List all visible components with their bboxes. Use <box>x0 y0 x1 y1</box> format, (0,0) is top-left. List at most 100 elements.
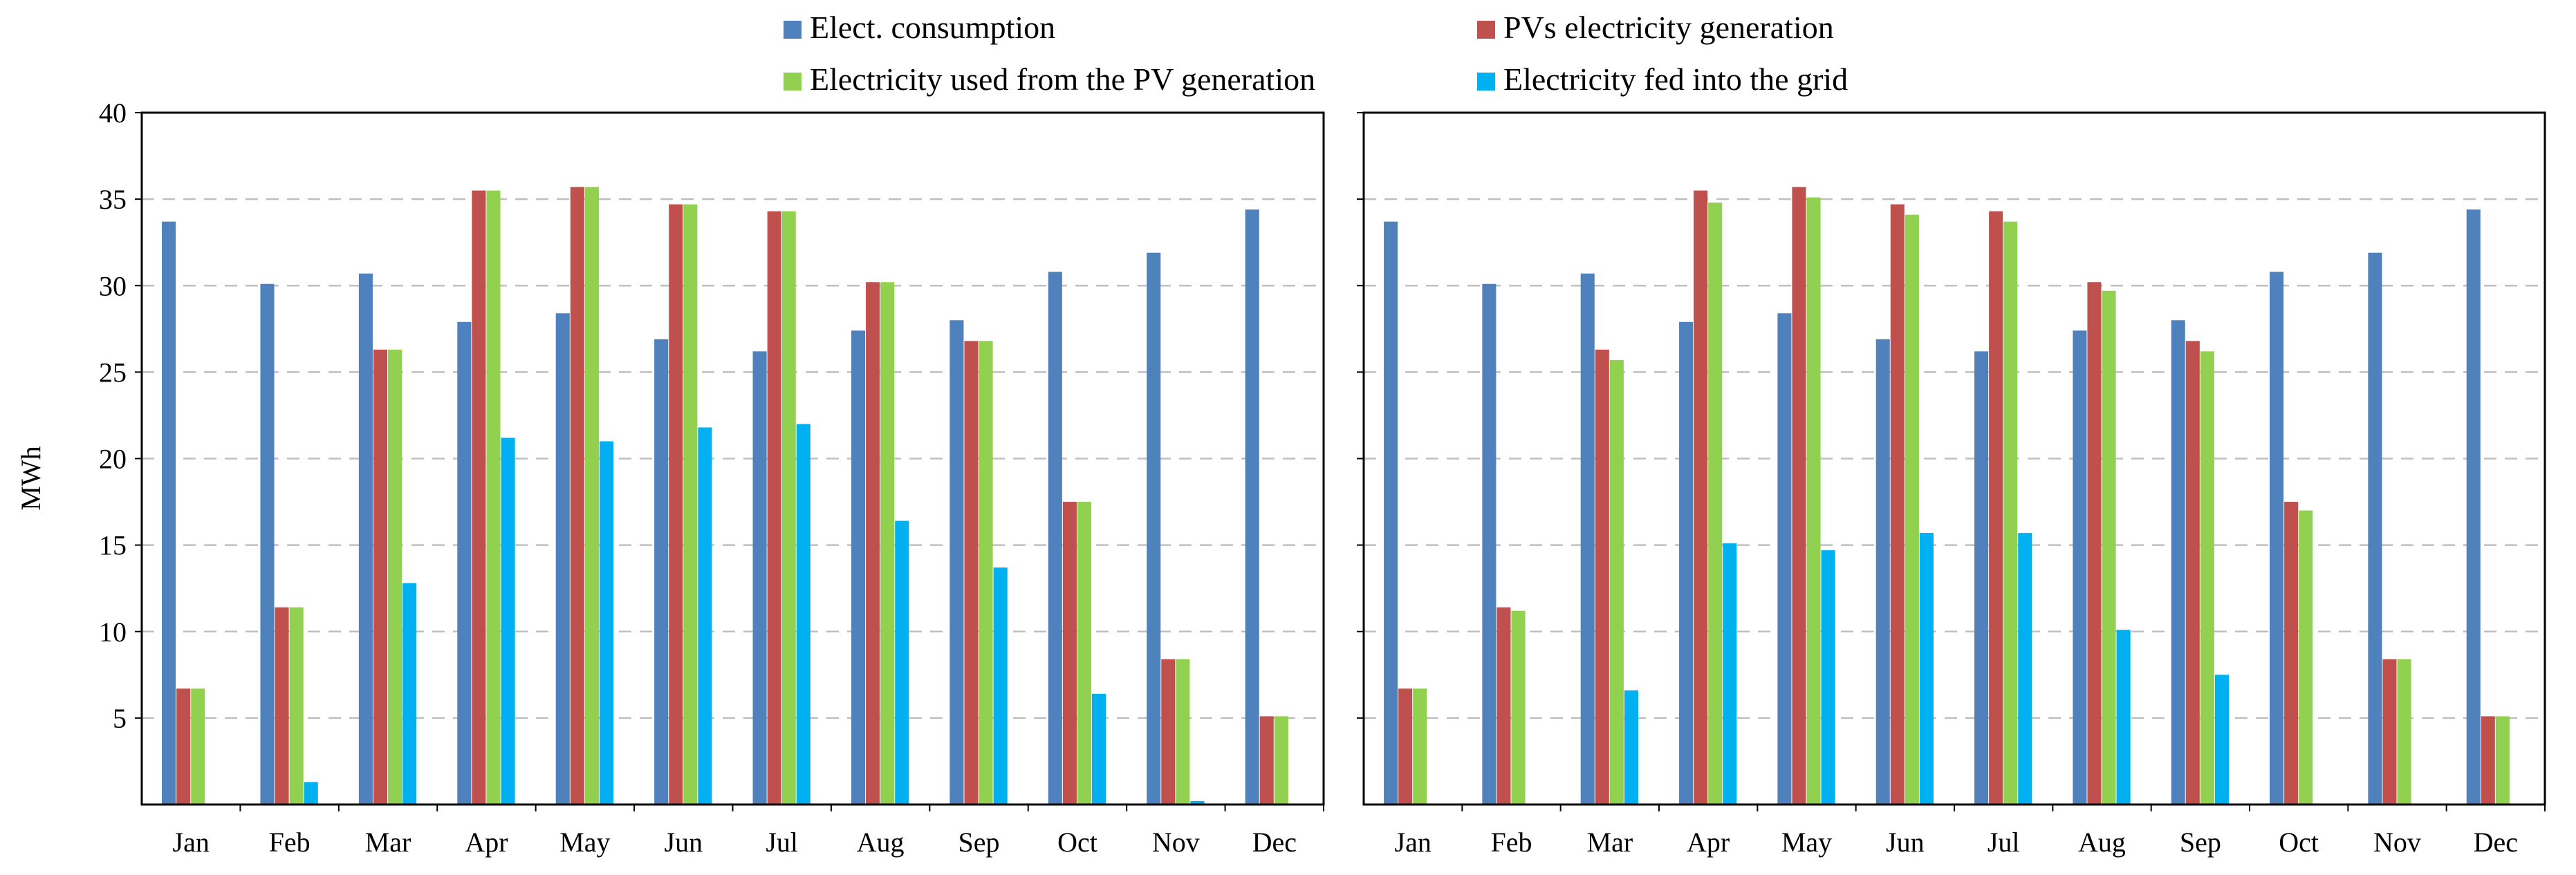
bar-pvs-electricity-generation <box>2087 282 2102 805</box>
bar-electricity-fed-into-the-grid <box>1624 690 1638 805</box>
bar-electricity-fed-into-the-grid <box>796 424 810 805</box>
x-tick-label: Sep <box>958 827 1000 858</box>
bar-electricity-fed-into-the-grid <box>2214 675 2229 805</box>
bar-elect-consumption <box>1384 221 1398 805</box>
bar-elect-consumption <box>2171 320 2185 805</box>
bar-electricity-used-from-the-pv-generation <box>2299 510 2313 805</box>
bar-electricity-used-from-the-pv-generation <box>1708 203 1723 805</box>
bar-pvs-electricity-generation <box>1398 688 1413 805</box>
bar-electricity-fed-into-the-grid <box>698 427 712 805</box>
plot-frame <box>1362 111 2546 806</box>
legend-swatch <box>1477 73 1495 91</box>
chart-panel-right: Jan Feb Mar Apr May Jun Jul Aug Sep Oct Nov Dec <box>1357 111 2546 858</box>
bar-pvs-electricity-generation <box>669 204 683 805</box>
legend-label: PVs electricity generation <box>1503 10 1834 45</box>
bar-electricity-fed-into-the-grid <box>599 441 614 805</box>
bar-pvs-electricity-generation <box>373 349 388 805</box>
legend: Elect. consumption PVs electricity genera… <box>784 10 1848 97</box>
x-tick-label: Sep <box>2180 827 2221 858</box>
y-tick-label: 25 <box>99 357 127 388</box>
bar-elect-consumption <box>2368 252 2382 805</box>
bar-electricity-fed-into-the-grid <box>304 782 318 805</box>
bar-elect-consumption <box>654 339 669 805</box>
bar-electricity-fed-into-the-grid <box>2018 533 2032 805</box>
x-tick-label: May <box>559 827 610 858</box>
bar-electricity-fed-into-the-grid <box>501 438 515 805</box>
bar-pvs-electricity-generation <box>964 341 979 805</box>
bar-pvs-electricity-generation <box>1890 204 1905 805</box>
x-tick-label: May <box>1781 827 1832 858</box>
bar-pvs-electricity-generation <box>1062 502 1077 805</box>
y-tick-label: 30 <box>99 270 127 301</box>
y-tick-label: 40 <box>99 97 127 129</box>
x-tick-label: Aug <box>2078 827 2126 858</box>
bar-electricity-used-from-the-pv-generation <box>2495 716 2510 805</box>
bar-pvs-electricity-generation <box>2284 502 2299 805</box>
bar-pvs-electricity-generation <box>2382 659 2397 805</box>
x-tick-label: Oct <box>1057 827 1097 858</box>
bar-electricity-used-from-the-pv-generation <box>2200 351 2214 805</box>
legend-label: Elect. consumption <box>810 10 1055 45</box>
bar-elect-consumption <box>1245 209 1259 805</box>
bar-elect-consumption <box>851 330 866 805</box>
x-tick-label: Oct <box>2279 827 2319 858</box>
x-tick-label: Mar <box>1587 827 1633 858</box>
x-tick-label: Nov <box>1152 827 1200 858</box>
bar-electricity-fed-into-the-grid <box>1821 550 1835 805</box>
y-axis-title-group: MWh <box>15 446 46 510</box>
bar-electricity-used-from-the-pv-generation <box>1274 716 1288 805</box>
bar-elect-consumption <box>1875 339 1890 805</box>
y-tick-label: 10 <box>99 617 127 648</box>
x-tick-label: Dec <box>1252 827 1297 858</box>
bar-electricity-fed-into-the-grid <box>1190 800 1205 805</box>
bar-pvs-electricity-generation <box>2481 716 2495 805</box>
bar-electricity-used-from-the-pv-generation <box>781 211 796 805</box>
bar-elect-consumption <box>2073 330 2087 805</box>
bar-electricity-used-from-the-pv-generation <box>191 688 205 805</box>
bar-elect-consumption <box>1580 273 1595 805</box>
bar-electricity-used-from-the-pv-generation <box>584 187 599 805</box>
y-tick-label: 15 <box>99 530 127 561</box>
bar-electricity-used-from-the-pv-generation <box>979 341 993 805</box>
bar-pvs-electricity-generation <box>472 190 486 805</box>
bar-electricity-used-from-the-pv-generation <box>2003 221 2018 805</box>
x-tick-label: Feb <box>1491 827 1532 858</box>
bar-pvs-electricity-generation <box>866 282 880 805</box>
bar-pvs-electricity-generation <box>1259 716 1274 805</box>
bar-electricity-used-from-the-pv-generation <box>880 282 895 805</box>
bar-pvs-electricity-generation <box>1497 607 1511 805</box>
bar-electricity-used-from-the-pv-generation <box>1511 610 1526 805</box>
bar-pvs-electricity-generation <box>767 211 781 805</box>
bar-electricity-fed-into-the-grid <box>1919 533 1934 805</box>
bar-electricity-used-from-the-pv-generation <box>1413 688 1427 805</box>
bar-elect-consumption <box>2270 272 2284 805</box>
bar-electricity-used-from-the-pv-generation <box>1176 659 1190 805</box>
bar-pvs-electricity-generation <box>1161 659 1176 805</box>
bar-electricity-fed-into-the-grid <box>1723 543 1737 805</box>
legend-label: Electricity fed into the grid <box>1503 62 1848 97</box>
bar-elect-consumption <box>162 221 176 805</box>
x-tick-label: Jun <box>665 827 703 858</box>
legend-swatch <box>1477 21 1495 39</box>
bar-electricity-fed-into-the-grid <box>2116 630 2131 805</box>
bar-electricity-used-from-the-pv-generation <box>2102 290 2116 805</box>
x-tick-label: Apr <box>465 827 508 858</box>
bar-electricity-used-from-the-pv-generation <box>1609 359 1624 805</box>
x-tick-label: Dec <box>2474 827 2518 858</box>
bar-elect-consumption <box>1777 313 1792 805</box>
y-tick-label: 20 <box>99 444 127 475</box>
x-tick-label: Jul <box>1987 827 2020 858</box>
bar-elect-consumption <box>1482 283 1497 805</box>
bar-elect-consumption <box>2466 209 2481 805</box>
bar-electricity-used-from-the-pv-generation <box>683 204 698 805</box>
bar-elect-consumption <box>1147 252 1161 805</box>
x-tick-label: Jan <box>173 827 210 858</box>
y-tick-label: 5 <box>113 703 127 734</box>
bar-pvs-electricity-generation <box>570 187 584 805</box>
bar-elect-consumption <box>752 351 767 805</box>
bar-elect-consumption <box>1048 272 1062 805</box>
x-tick-label: Jun <box>1886 827 1925 858</box>
legend-swatch <box>784 73 801 91</box>
bar-elect-consumption <box>1679 321 1694 805</box>
bar-elect-consumption <box>949 320 964 805</box>
